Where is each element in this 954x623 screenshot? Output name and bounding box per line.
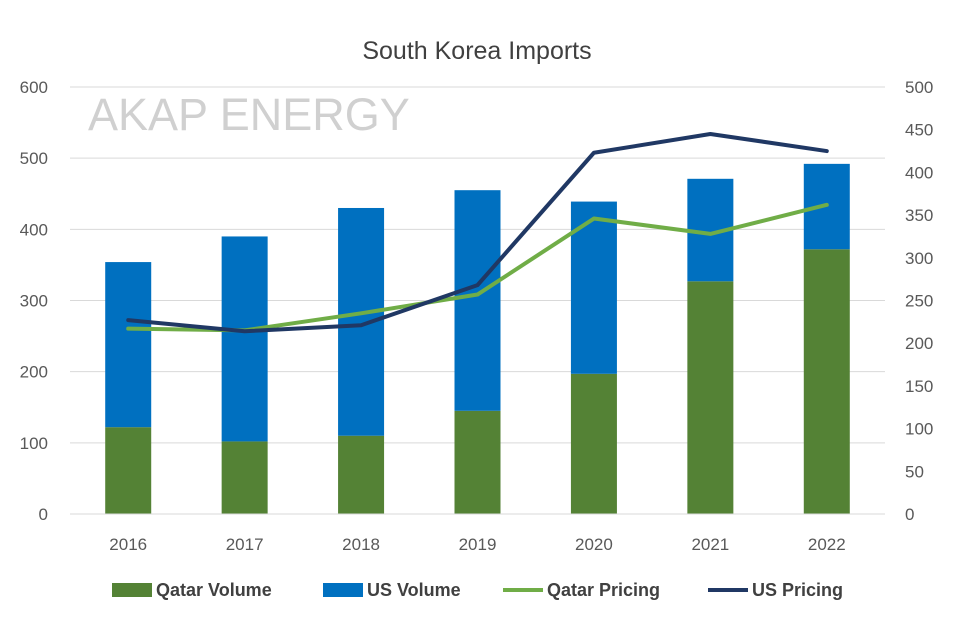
y-tick-label: 100: [20, 434, 48, 453]
y-tick-label: 500: [20, 149, 48, 168]
bar-qatar-volume: [221, 441, 268, 514]
bar-qatar-volume: [338, 435, 385, 514]
bar-qatar-volume: [687, 281, 734, 514]
y2-tick-label: 400: [905, 163, 933, 182]
bar-qatar-volume: [454, 410, 501, 514]
y2-tick-label: 50: [905, 462, 924, 481]
legend-label-us-volume: US Volume: [367, 580, 461, 600]
legend-swatch-qatar-volume: [112, 583, 152, 597]
x-tick-label: 2018: [342, 535, 380, 554]
y-tick-label: 600: [20, 78, 48, 97]
y-tick-label: 300: [20, 292, 48, 311]
line-us-pricing: [126, 131, 829, 334]
legend: Qatar Volume US Volume Qatar Pricing US Pri…: [112, 580, 843, 600]
lines: [126, 131, 829, 334]
axes: 0 100 200 300 400 500 600 0 50 100 150 200 250 300 350…: [20, 78, 934, 554]
legend-label-qatar-volume: Qatar Volume: [156, 580, 272, 600]
legend-swatch-us-volume: [323, 583, 363, 597]
bars: [105, 163, 850, 514]
bar-us-volume: [105, 262, 152, 428]
y2-tick-label: 250: [905, 292, 933, 311]
bar-us-volume: [221, 236, 268, 442]
legend-label-qatar-pricing: Qatar Pricing: [547, 580, 660, 600]
legend-label-us-pricing: US Pricing: [752, 580, 843, 600]
x-tick-label: 2019: [459, 535, 497, 554]
x-tick-label: 2022: [808, 535, 846, 554]
y2-tick-label: 350: [905, 206, 933, 225]
bar-qatar-volume: [105, 427, 152, 514]
y-tick-label: 0: [39, 505, 48, 524]
y-tick-label: 400: [20, 220, 48, 239]
x-tick-label: 2021: [691, 535, 729, 554]
y2-tick-label: 150: [905, 377, 933, 396]
bar-us-volume: [338, 207, 385, 436]
y2-tick-label: 0: [905, 505, 914, 524]
y-tick-label: 200: [20, 363, 48, 382]
watermark: AKAP ENERGY: [88, 89, 410, 140]
y2-tick-label: 100: [905, 420, 933, 439]
y2-tick-label: 450: [905, 121, 933, 140]
bar-us-volume: [454, 190, 501, 411]
x-tick-label: 2016: [109, 535, 147, 554]
y2-tick-label: 200: [905, 334, 933, 353]
x-tick-label: 2017: [226, 535, 264, 554]
y2-tick-label: 300: [905, 249, 933, 268]
y2-tick-label: 500: [905, 78, 933, 97]
chart-title: South Korea Imports: [362, 37, 591, 65]
x-tick-label: 2020: [575, 535, 613, 554]
bar-qatar-volume: [570, 373, 617, 514]
bar-qatar-volume: [803, 249, 850, 514]
